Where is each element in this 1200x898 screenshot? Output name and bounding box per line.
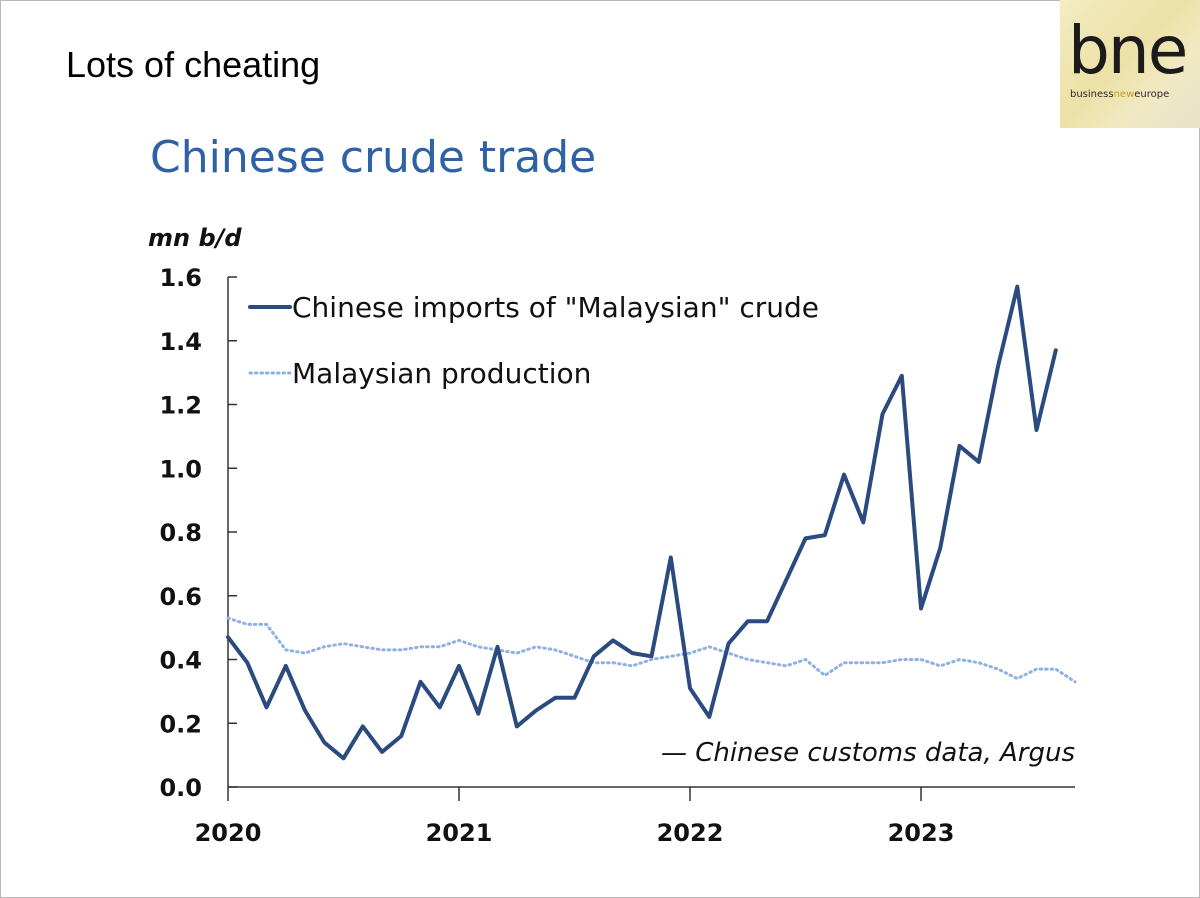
y-tick-label: 0.4 xyxy=(159,647,202,675)
x-tick-label: 2021 xyxy=(426,819,493,847)
x-tick-label: 2022 xyxy=(657,819,724,847)
series-layer xyxy=(226,284,1077,761)
legend-label: Malaysian production xyxy=(292,357,591,390)
y-tick-label: 0.6 xyxy=(159,583,202,611)
logo-tagline-part: europe xyxy=(1134,89,1170,100)
y-axis-unit: mn b/d xyxy=(148,224,242,252)
y-tick-label: 0.2 xyxy=(159,710,202,738)
source-note: — Chinese customs data, Argus xyxy=(661,738,1075,768)
x-tick-label: 2020 xyxy=(195,819,262,847)
logo-tagline-part: new xyxy=(1113,89,1135,100)
y-tick-label: 0.8 xyxy=(159,519,202,547)
chart-axes: 0.0 0.2 0.4 0.6 0.8 1.0 1.2 1.4 1.6 2020 2021 2022 2… xyxy=(159,264,1075,847)
y-tick-label: 1.4 xyxy=(159,328,202,356)
series-line xyxy=(226,284,1058,761)
bne-logo: bne businessneweurope xyxy=(1060,0,1200,128)
y-tick-label: 1.6 xyxy=(159,264,202,292)
chart-legend: Chinese imports of "Malaysian" crude Mala… xyxy=(248,291,819,390)
logo-tagline-part: business xyxy=(1070,89,1114,100)
y-tick-label: 1.0 xyxy=(159,455,202,483)
y-tick-label: 0.0 xyxy=(159,774,202,802)
x-tick-label: 2023 xyxy=(888,819,955,847)
y-tick-label: 1.2 xyxy=(159,392,202,420)
legend-label: Chinese imports of "Malaysian" crude xyxy=(292,291,819,324)
chart-title: Chinese crude trade xyxy=(150,132,597,183)
slide-title: Lots of cheating xyxy=(66,44,321,85)
logo-wordmark: bne xyxy=(1068,12,1188,89)
logo-tagline: businessneweurope xyxy=(1070,89,1169,100)
series-line xyxy=(226,616,1077,684)
